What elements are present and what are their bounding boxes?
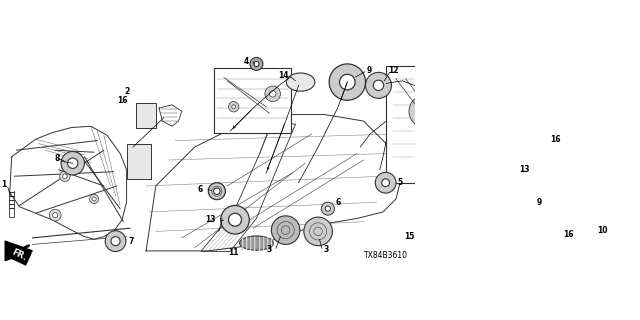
Circle shape — [52, 212, 58, 218]
Text: 13: 13 — [520, 165, 530, 174]
Circle shape — [214, 188, 220, 195]
Circle shape — [209, 183, 225, 200]
Text: 12: 12 — [388, 66, 399, 75]
Text: 16: 16 — [117, 96, 128, 105]
Circle shape — [419, 105, 432, 118]
Text: 13: 13 — [205, 215, 216, 224]
Circle shape — [505, 188, 534, 217]
Text: 9: 9 — [536, 198, 541, 207]
Circle shape — [250, 57, 263, 70]
Circle shape — [321, 202, 334, 215]
Text: TX84B3610: TX84B3610 — [364, 251, 408, 260]
Circle shape — [424, 228, 433, 237]
Ellipse shape — [239, 236, 273, 250]
Bar — [387, 66, 497, 183]
Text: 3: 3 — [323, 245, 328, 254]
Text: 8: 8 — [54, 154, 60, 163]
Circle shape — [92, 197, 96, 201]
Circle shape — [417, 221, 440, 244]
Circle shape — [221, 205, 250, 234]
Text: FR.: FR. — [10, 247, 28, 262]
Circle shape — [502, 170, 511, 179]
Text: 16: 16 — [550, 135, 561, 144]
Circle shape — [105, 231, 126, 252]
Bar — [127, 144, 151, 180]
Circle shape — [60, 171, 70, 181]
Text: 14: 14 — [278, 71, 289, 80]
Circle shape — [424, 110, 426, 113]
Polygon shape — [5, 241, 33, 260]
Text: 11: 11 — [228, 248, 239, 257]
Ellipse shape — [286, 73, 315, 91]
Circle shape — [513, 196, 525, 208]
Circle shape — [576, 244, 582, 251]
Bar — [136, 103, 156, 128]
Text: 16: 16 — [563, 230, 573, 239]
Text: 10: 10 — [597, 226, 608, 235]
Circle shape — [381, 179, 390, 187]
Circle shape — [409, 95, 442, 128]
Circle shape — [304, 217, 332, 246]
Circle shape — [495, 163, 518, 186]
Circle shape — [437, 130, 452, 145]
Bar — [214, 68, 291, 133]
Circle shape — [340, 74, 355, 90]
Circle shape — [111, 236, 120, 246]
Text: 5: 5 — [397, 178, 403, 187]
Polygon shape — [146, 115, 403, 251]
Circle shape — [209, 183, 225, 200]
Circle shape — [325, 206, 330, 211]
Circle shape — [67, 158, 78, 168]
Text: 1: 1 — [1, 180, 6, 189]
Circle shape — [365, 72, 392, 98]
Circle shape — [578, 246, 580, 249]
Circle shape — [373, 80, 384, 91]
Circle shape — [254, 61, 259, 67]
Text: 6: 6 — [198, 185, 204, 194]
Circle shape — [61, 152, 84, 175]
Circle shape — [265, 86, 280, 101]
Bar — [525, 137, 547, 166]
Text: 6: 6 — [335, 198, 341, 207]
Circle shape — [442, 134, 448, 140]
Text: 3: 3 — [266, 245, 271, 254]
Circle shape — [422, 108, 429, 115]
Circle shape — [269, 91, 276, 97]
Circle shape — [271, 216, 300, 244]
Circle shape — [375, 172, 396, 193]
Circle shape — [90, 195, 99, 204]
Text: 15: 15 — [404, 232, 414, 241]
Text: 2: 2 — [125, 87, 130, 96]
Text: 9: 9 — [367, 66, 372, 75]
Circle shape — [228, 213, 241, 226]
Circle shape — [329, 64, 365, 100]
Circle shape — [63, 174, 67, 179]
Text: 7: 7 — [129, 237, 134, 246]
Circle shape — [232, 105, 236, 109]
Circle shape — [49, 209, 61, 221]
Bar — [531, 226, 560, 262]
Bar — [564, 228, 595, 267]
Circle shape — [228, 101, 239, 112]
Text: 4: 4 — [243, 57, 249, 66]
